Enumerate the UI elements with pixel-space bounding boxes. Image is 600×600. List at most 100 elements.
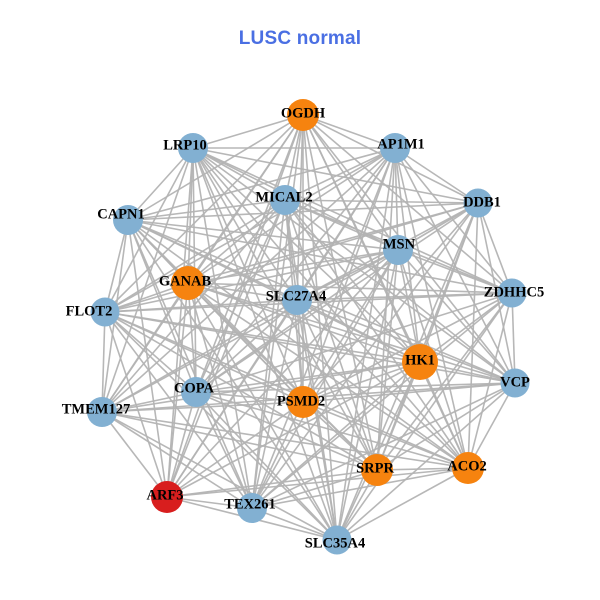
edge-layer bbox=[101, 114, 516, 541]
network-edge bbox=[127, 147, 396, 221]
node-circle-ogdh[interactable] bbox=[287, 99, 319, 131]
network-node[interactable]: MICAL2 bbox=[255, 185, 313, 215]
network-node[interactable]: VCP bbox=[500, 368, 530, 398]
node-label-lrp10: LRP10 bbox=[163, 137, 207, 153]
network-edge bbox=[104, 311, 338, 541]
network-edge bbox=[394, 147, 513, 294]
network-edge bbox=[195, 391, 378, 471]
node-label-capn1: CAPN1 bbox=[97, 206, 145, 222]
network-edge bbox=[251, 382, 516, 509]
node-circle-slc35a4[interactable] bbox=[322, 525, 352, 555]
node-circle-arf3[interactable] bbox=[151, 481, 183, 513]
network-edge bbox=[467, 292, 513, 469]
network-edge bbox=[166, 467, 469, 498]
network-edge bbox=[251, 401, 304, 509]
node-circle-flot2[interactable] bbox=[90, 297, 120, 327]
network-node[interactable]: TMEM127 bbox=[62, 397, 130, 427]
network-edge bbox=[302, 361, 421, 403]
network-edge bbox=[284, 199, 421, 363]
network-edge bbox=[251, 469, 378, 509]
network-edge bbox=[127, 199, 286, 221]
network-edge bbox=[195, 299, 298, 393]
node-circle-tex261[interactable] bbox=[237, 493, 267, 523]
network-node[interactable]: LRP10 bbox=[163, 133, 208, 163]
node-circle-vcp[interactable] bbox=[500, 368, 530, 398]
network-node[interactable]: AP1M1 bbox=[377, 133, 425, 163]
node-label-hk1: HK1 bbox=[405, 352, 435, 368]
node-circle-copa[interactable] bbox=[181, 377, 211, 407]
network-edge bbox=[511, 292, 516, 384]
network-edge bbox=[104, 219, 129, 313]
network-edge bbox=[166, 361, 421, 498]
network-node[interactable]: SLC27A4 bbox=[266, 285, 326, 315]
network-edge bbox=[284, 199, 469, 469]
network-edge bbox=[166, 391, 197, 498]
network-node[interactable]: MSN bbox=[383, 235, 416, 265]
network-edge bbox=[195, 382, 516, 393]
node-circle-ganab[interactable] bbox=[171, 266, 205, 300]
node-circle-ddb1[interactable] bbox=[463, 188, 493, 218]
node-label-vcp: VCP bbox=[500, 374, 530, 390]
network-edge bbox=[187, 282, 421, 363]
network-node[interactable]: ZDHHC5 bbox=[484, 278, 544, 308]
node-circle-lrp10[interactable] bbox=[178, 133, 208, 163]
network-edge bbox=[166, 299, 298, 498]
network-edge bbox=[192, 147, 513, 294]
network-edge bbox=[187, 282, 513, 294]
network-edge bbox=[251, 292, 513, 509]
network-node[interactable]: PSMD2 bbox=[277, 386, 325, 418]
network-node[interactable]: CAPN1 bbox=[97, 205, 145, 235]
network-edge bbox=[104, 202, 479, 313]
node-circle-msn[interactable] bbox=[383, 235, 413, 265]
node-circle-capn1[interactable] bbox=[113, 205, 143, 235]
network-edge bbox=[192, 147, 286, 201]
node-circle-tmem127[interactable] bbox=[87, 397, 117, 427]
node-layer: OGDH LRP10 AP1M1 MICAL2 DDB1 CAPN1 MSN GANAB SLC… bbox=[62, 99, 544, 555]
node-circle-aco2[interactable] bbox=[452, 452, 484, 484]
network-edge bbox=[101, 401, 304, 413]
network-edge bbox=[127, 114, 304, 221]
network-node[interactable]: OGDH bbox=[281, 99, 326, 131]
network-edge bbox=[394, 147, 399, 251]
network-edge bbox=[127, 147, 194, 221]
network-node[interactable]: SLC35A4 bbox=[305, 525, 365, 555]
node-circle-zdhhc5[interactable] bbox=[497, 278, 527, 308]
network-edge bbox=[251, 467, 469, 509]
network-node[interactable]: ACO2 bbox=[447, 452, 487, 484]
network-edge bbox=[187, 282, 378, 471]
network-edge bbox=[187, 282, 298, 301]
network-node[interactable]: COPA bbox=[174, 377, 215, 407]
network-node[interactable]: FLOT2 bbox=[66, 297, 120, 327]
network-edge bbox=[187, 282, 253, 509]
network-edge bbox=[166, 282, 189, 498]
network-node[interactable]: GANAB bbox=[159, 266, 212, 300]
node-circle-ap1m1[interactable] bbox=[380, 133, 410, 163]
node-circle-mical2[interactable] bbox=[270, 185, 300, 215]
network-edge bbox=[166, 249, 399, 498]
network-edge bbox=[101, 147, 194, 413]
network-edge bbox=[101, 249, 399, 413]
network-edge bbox=[192, 147, 469, 469]
network-edge bbox=[477, 202, 513, 294]
network-node[interactable]: DDB1 bbox=[463, 188, 501, 218]
network-edge bbox=[376, 382, 516, 471]
node-circle-srpr[interactable] bbox=[361, 454, 393, 486]
node-label-ddb1: DDB1 bbox=[463, 194, 501, 210]
node-label-slc27a4: SLC27A4 bbox=[266, 288, 326, 304]
node-label-slc35a4: SLC35A4 bbox=[305, 535, 365, 551]
node-circle-slc27a4[interactable] bbox=[282, 285, 312, 315]
network-edge bbox=[284, 147, 396, 201]
network-node[interactable]: ARF3 bbox=[146, 481, 184, 513]
node-circle-hk1[interactable] bbox=[402, 344, 438, 380]
node-circle-psmd2[interactable] bbox=[287, 386, 319, 418]
network-edge bbox=[187, 249, 399, 284]
network-edge bbox=[101, 411, 338, 541]
network-edge bbox=[104, 311, 516, 384]
network-edge bbox=[397, 249, 513, 294]
network-edge bbox=[376, 361, 421, 471]
network-node[interactable]: SRPR bbox=[356, 454, 394, 486]
network-edge bbox=[127, 202, 479, 221]
network-node[interactable]: HK1 bbox=[402, 344, 438, 380]
network-node[interactable]: TEX261 bbox=[224, 493, 276, 523]
node-label-arf3: ARF3 bbox=[146, 487, 183, 503]
